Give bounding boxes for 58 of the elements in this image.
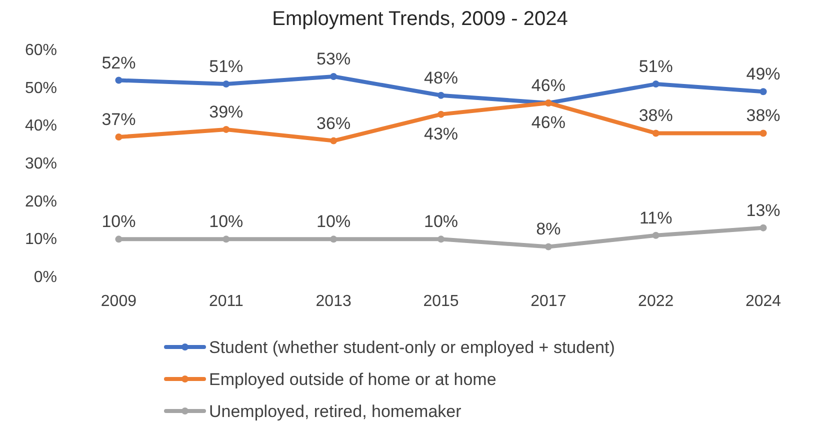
point (544, 243, 552, 250)
data-label: 10% (102, 212, 136, 232)
data-label: 13% (746, 200, 780, 220)
point (652, 232, 660, 239)
data-label: 10% (424, 212, 458, 232)
data-label: 51% (209, 57, 244, 76)
legend-label: Employed outside of home or at home (209, 370, 496, 389)
data-label: 46% (531, 112, 566, 132)
data-label: 11% (639, 208, 672, 228)
data-label: 52% (102, 53, 136, 72)
data-label: 48% (424, 68, 458, 88)
point (438, 236, 444, 243)
point (760, 88, 767, 96)
x-tick-label: 2024 (745, 293, 782, 310)
point (652, 130, 660, 137)
data-label: 43% (424, 124, 458, 144)
legend-label: Student (whether student-only or employed + student) (209, 338, 615, 357)
x-tick-label: 2015 (423, 293, 459, 310)
data-label: 37% (102, 110, 136, 130)
x-tick-label: 2022 (638, 293, 674, 310)
x-tick-label: 2009 (100, 293, 137, 310)
y-tick-label: 20% (24, 193, 57, 210)
data-label: 49% (746, 64, 780, 84)
chart-title: Employment Trends, 2009 - 2024 (272, 8, 568, 30)
point (438, 92, 444, 99)
y-tick-label: 0% (34, 269, 57, 286)
y-tick-label: 40% (24, 118, 57, 135)
point (222, 126, 230, 133)
point (438, 110, 444, 118)
y-tick-label: 50% (24, 80, 57, 97)
data-label: 46% (531, 76, 566, 95)
data-label: 38% (638, 106, 673, 126)
x-tick-label: 2017 (530, 293, 566, 310)
point (115, 236, 122, 243)
x-tick-label: 2013 (316, 293, 352, 310)
y-tick-label: 10% (24, 231, 57, 248)
y-tick-label: 60% (24, 42, 57, 59)
point (652, 80, 660, 88)
point (760, 130, 767, 137)
data-label: 8% (536, 220, 561, 239)
data-label: 51% (638, 57, 673, 76)
data-label: 10% (209, 212, 244, 232)
point (330, 137, 338, 144)
point (115, 134, 122, 141)
point (222, 80, 230, 88)
point (222, 236, 230, 243)
data-label: 53% (316, 49, 351, 68)
point (330, 236, 338, 243)
data-label: 39% (209, 102, 244, 122)
data-label: 36% (316, 114, 351, 133)
x-tick-label: 2011 (208, 293, 244, 310)
point (115, 76, 122, 84)
data-label: 38% (746, 106, 780, 126)
point (760, 224, 767, 232)
legend-label: Unemployed, retired, homemaker (209, 402, 462, 421)
data-label: 10% (316, 212, 351, 232)
y-tick-label: 30% (24, 156, 57, 172)
point (330, 72, 338, 80)
